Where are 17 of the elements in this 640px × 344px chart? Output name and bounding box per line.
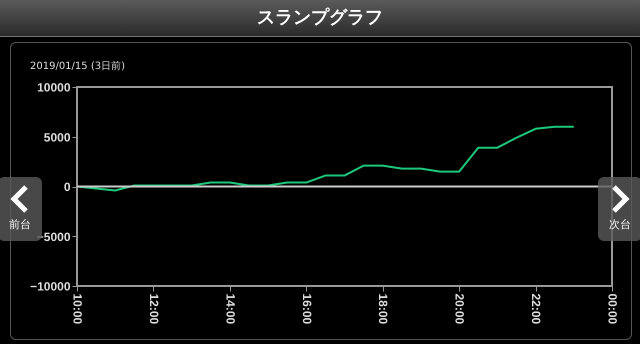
chart-title: スランプグラフ xyxy=(0,0,640,37)
x-tick-label: 12:00 xyxy=(146,294,161,325)
y-tick-label: 0 xyxy=(64,180,71,194)
next-button: 次台 xyxy=(598,177,640,241)
x-tick-label: 16:00 xyxy=(300,294,314,325)
x-tick-label: 14:00 xyxy=(223,294,238,325)
y-tick-label: −5000 xyxy=(36,230,71,244)
x-tick-label: 10:00 xyxy=(70,294,84,325)
x-tick-label: 18:00 xyxy=(376,294,390,325)
x-tick-label: 20:00 xyxy=(452,294,467,325)
y-tick-label: 10000 xyxy=(37,80,71,94)
x-tick-label: 22:00 xyxy=(529,294,544,325)
annotation: 次台 xyxy=(609,218,631,231)
y-tick-label: 5000 xyxy=(44,130,71,144)
y-tick-label: −10000 xyxy=(30,280,71,294)
x-tick-label: 00:00 xyxy=(606,294,620,325)
chart-subtitle: 2019/01/15 (3日前) xyxy=(30,60,125,73)
